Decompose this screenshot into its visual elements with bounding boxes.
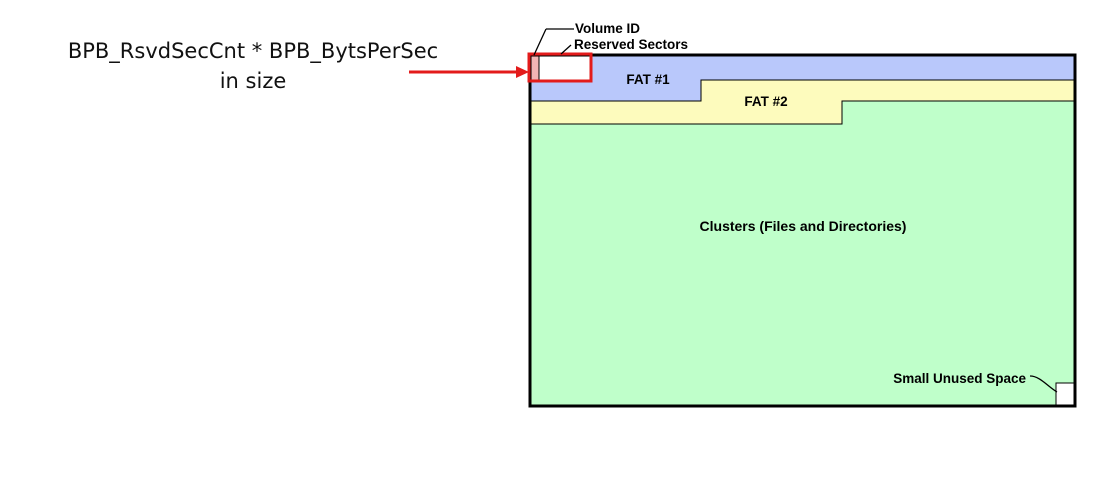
reserved-highlight-box xyxy=(527,52,593,83)
clusters-label: Clusters (Files and Directories) xyxy=(700,218,907,234)
volume-id-label: Volume ID xyxy=(575,21,640,36)
fat1-region xyxy=(530,55,1075,101)
highlight-arrow-head xyxy=(516,66,529,78)
reserved-sectors-region xyxy=(530,55,591,80)
fat1-boundary xyxy=(530,79,1075,102)
fat2-label: FAT #2 xyxy=(744,94,787,109)
unused-space-label: Small Unused Space xyxy=(893,371,1026,386)
reserved-size-annotation: BPB_RsvdSecCnt * BPB_BytsPerSec in size xyxy=(18,36,488,96)
unused-space-region xyxy=(1055,382,1076,407)
fat2-boundary xyxy=(530,100,1075,125)
fat1-label: FAT #1 xyxy=(626,72,670,87)
annotation-line-2: in size xyxy=(219,69,287,93)
reserved-sectors-leader xyxy=(560,44,572,55)
volume-id-leader xyxy=(533,28,547,56)
reserved-sectors-label: Reserved Sectors xyxy=(574,37,688,52)
annotation-line-1: BPB_RsvdSecCnt * BPB_BytsPerSec xyxy=(67,39,439,63)
unused-space-leader xyxy=(1029,375,1058,393)
volume-border xyxy=(528,53,1077,408)
